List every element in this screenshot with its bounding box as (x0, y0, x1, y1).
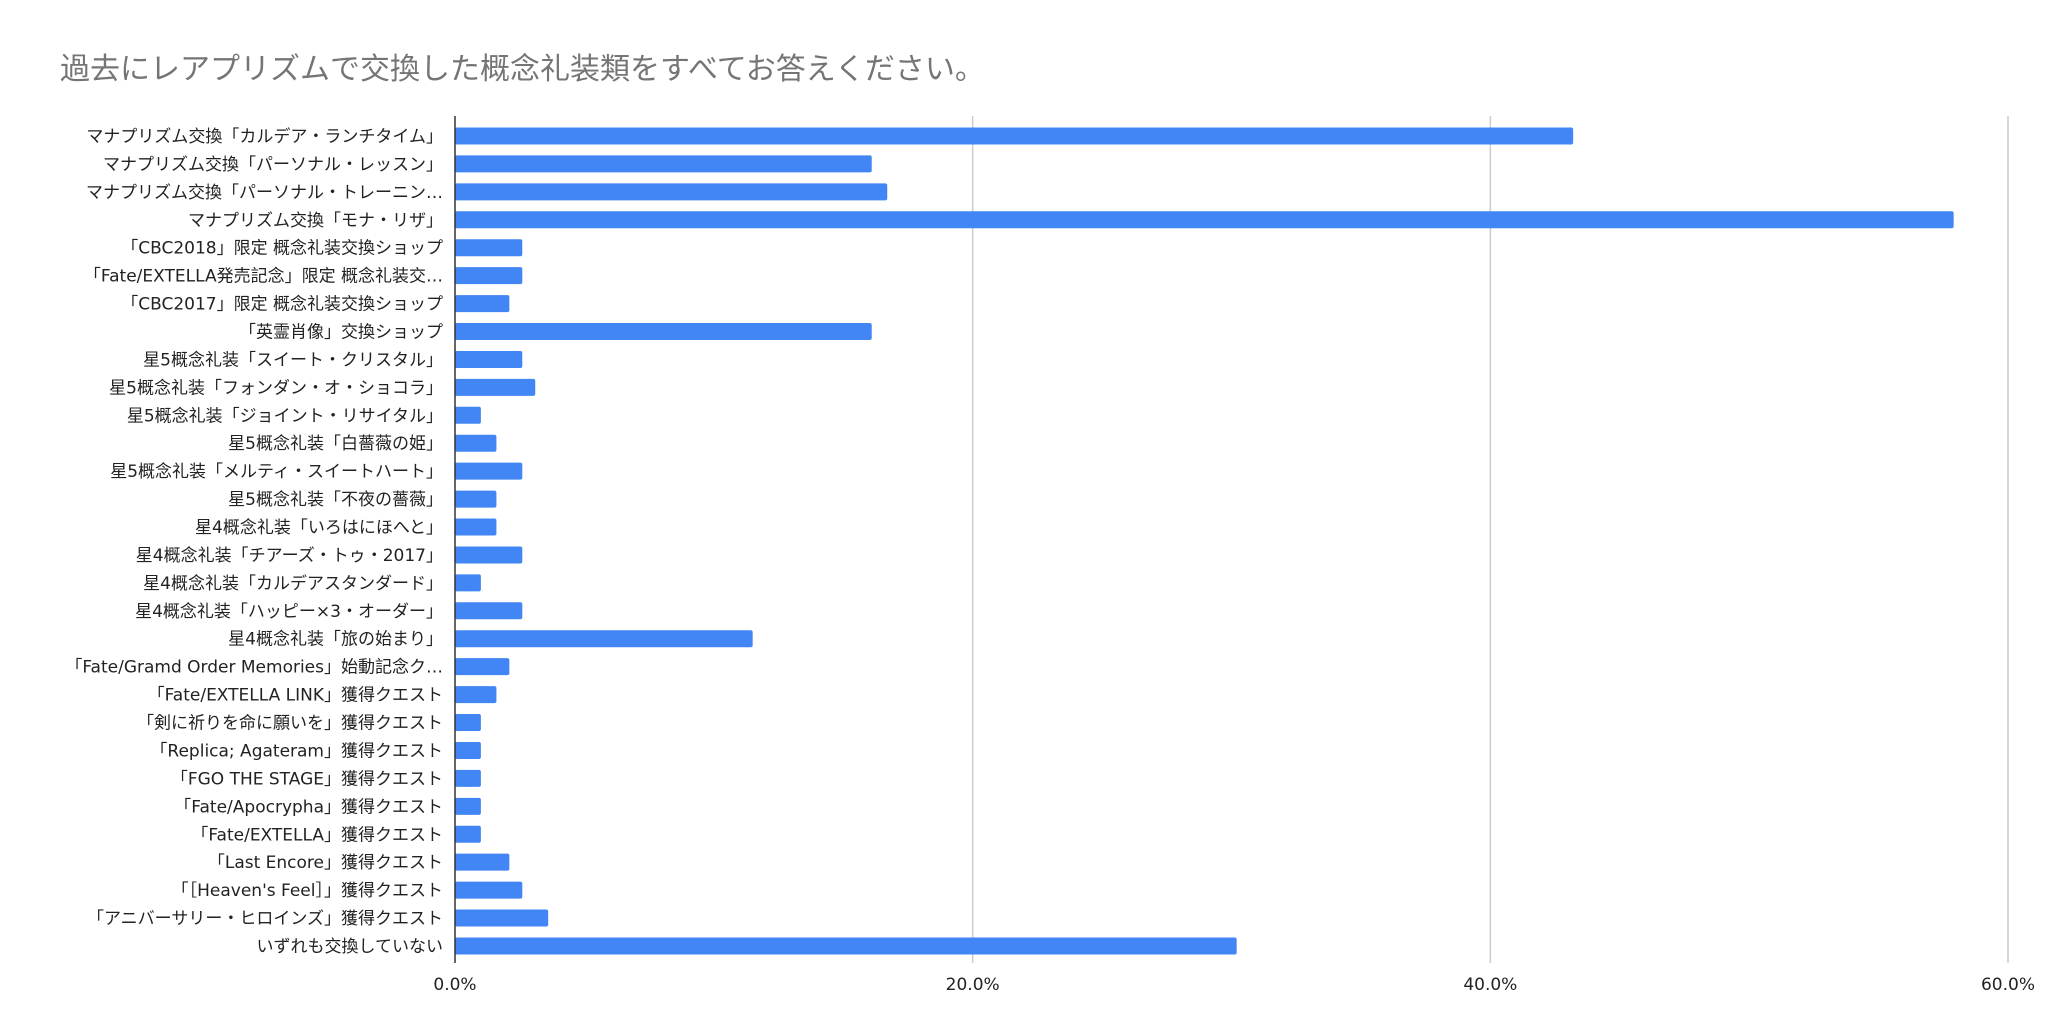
category-label-2: マナプリズム交換「パーソナル・トレーニン… (86, 183, 443, 203)
bar-4 (455, 239, 523, 257)
bar-6 (455, 295, 510, 313)
category-label-13: 星5概念礼装「不夜の薔薇」 (228, 489, 443, 510)
bar-11 (455, 434, 497, 452)
bar-14 (455, 518, 497, 536)
category-label-11: 星5概念礼装「白薔薇の姫」 (228, 433, 443, 454)
category-label-29: いずれも交換していない (257, 937, 444, 957)
category-label-27: 「［Heaven's Feel］」獲得クエスト (172, 881, 443, 901)
category-label-25: 「Fate/EXTELLA」獲得クエスト (191, 825, 443, 845)
bar-5 (455, 267, 523, 285)
gridlines (971, 116, 2009, 963)
category-label-16: 星4概念礼装「カルデアスタンダード」 (143, 573, 443, 594)
bar-27 (455, 881, 523, 899)
bar-17 (455, 602, 523, 620)
bar-22 (455, 741, 481, 759)
bar-26 (455, 853, 510, 871)
category-label-18: 星4概念礼装「旅の始まり」 (228, 629, 443, 650)
category-label-24: 「Fate/Apocrypha」獲得クエスト (174, 797, 443, 817)
bar-23 (455, 769, 481, 787)
category-label-1: マナプリズム交換「パーソナル・レッスン」 (103, 155, 443, 175)
category-label-12: 星5概念礼装「メルティ・スイートハート」 (110, 461, 443, 482)
category-label-5: 「Fate/EXTELLA発売記念」限定 概念礼装交… (84, 266, 443, 287)
bar-29 (455, 937, 1237, 955)
bar-16 (455, 574, 481, 592)
bar-8 (455, 350, 523, 368)
category-label-4: 「CBC2018」限定 概念礼装交換ショップ (121, 238, 443, 259)
x-tick-label-2: 40.0% (1463, 975, 1517, 995)
bar-24 (455, 797, 481, 815)
bar-19 (455, 658, 510, 676)
bar-20 (455, 686, 497, 704)
bar-9 (455, 378, 536, 396)
category-label-10: 星5概念礼装「ジョイント・リサイタル」 (127, 405, 443, 426)
bar-21 (455, 714, 481, 732)
bar-18 (455, 630, 753, 648)
category-label-8: 星5概念礼装「スイート・クリスタル」 (143, 349, 443, 370)
category-label-17: 星4概念礼装「ハッピー×3・オーダー」 (135, 601, 443, 622)
bar-10 (455, 406, 481, 424)
category-label-23: 「FGO THE STAGE」獲得クエスト (171, 769, 443, 789)
category-label-28: 「アニバーサリー・ヒロインズ」獲得クエスト (87, 909, 443, 929)
category-label-6: 「CBC2017」限定 概念礼装交換ショップ (121, 294, 443, 315)
category-labels: マナプリズム交換「カルデア・ランチタイム」マナプリズム交換「パーソナル・レッスン… (65, 126, 443, 957)
category-label-26: 「Last Encore」獲得クエスト (208, 853, 443, 873)
bar-28 (455, 909, 549, 927)
x-tick-label-3: 60.0% (1981, 975, 2035, 995)
bar-13 (455, 490, 497, 508)
category-label-9: 星5概念礼装「フォンダン・オ・ショコラ」 (109, 377, 443, 398)
category-label-7: 「英霊肖像」交換ショップ (239, 323, 443, 343)
category-label-20: 「Fate/EXTELLA LINK」獲得クエスト (148, 686, 443, 706)
category-label-14: 星4概念礼装「いろはにほへと」 (195, 517, 443, 538)
category-label-19: 「Fate/Gramd Order Memories」始動記念ク… (65, 657, 443, 678)
bar-1 (455, 155, 872, 173)
category-label-22: 「Replica; Agateram」獲得クエスト (150, 741, 443, 761)
bar-12 (455, 462, 523, 480)
bar-25 (455, 825, 481, 843)
bar-7 (455, 323, 872, 341)
category-label-3: マナプリズム交換「モナ・リザ」 (188, 211, 443, 231)
category-label-15: 星4概念礼装「チアーズ・トゥ・2017」 (136, 545, 443, 566)
category-label-0: マナプリズム交換「カルデア・ランチタイム」 (86, 126, 443, 147)
x-tick-labels: 0.0% 20.0% 40.0% 60.0% (433, 975, 2035, 995)
bars (455, 127, 1954, 955)
x-tick-label-0: 0.0% (433, 975, 476, 995)
chart-title: 過去にレアプリズムで交換した概念礼装類をすべてお答えください。 (60, 52, 985, 87)
bar-3 (455, 211, 1954, 229)
bar-0 (455, 127, 1574, 145)
bar-2 (455, 183, 888, 201)
bar-15 (455, 546, 523, 564)
x-tick-label-1: 20.0% (946, 975, 1000, 995)
category-label-21: 「剣に祈りを命に願いを」獲得クエスト (137, 714, 443, 734)
